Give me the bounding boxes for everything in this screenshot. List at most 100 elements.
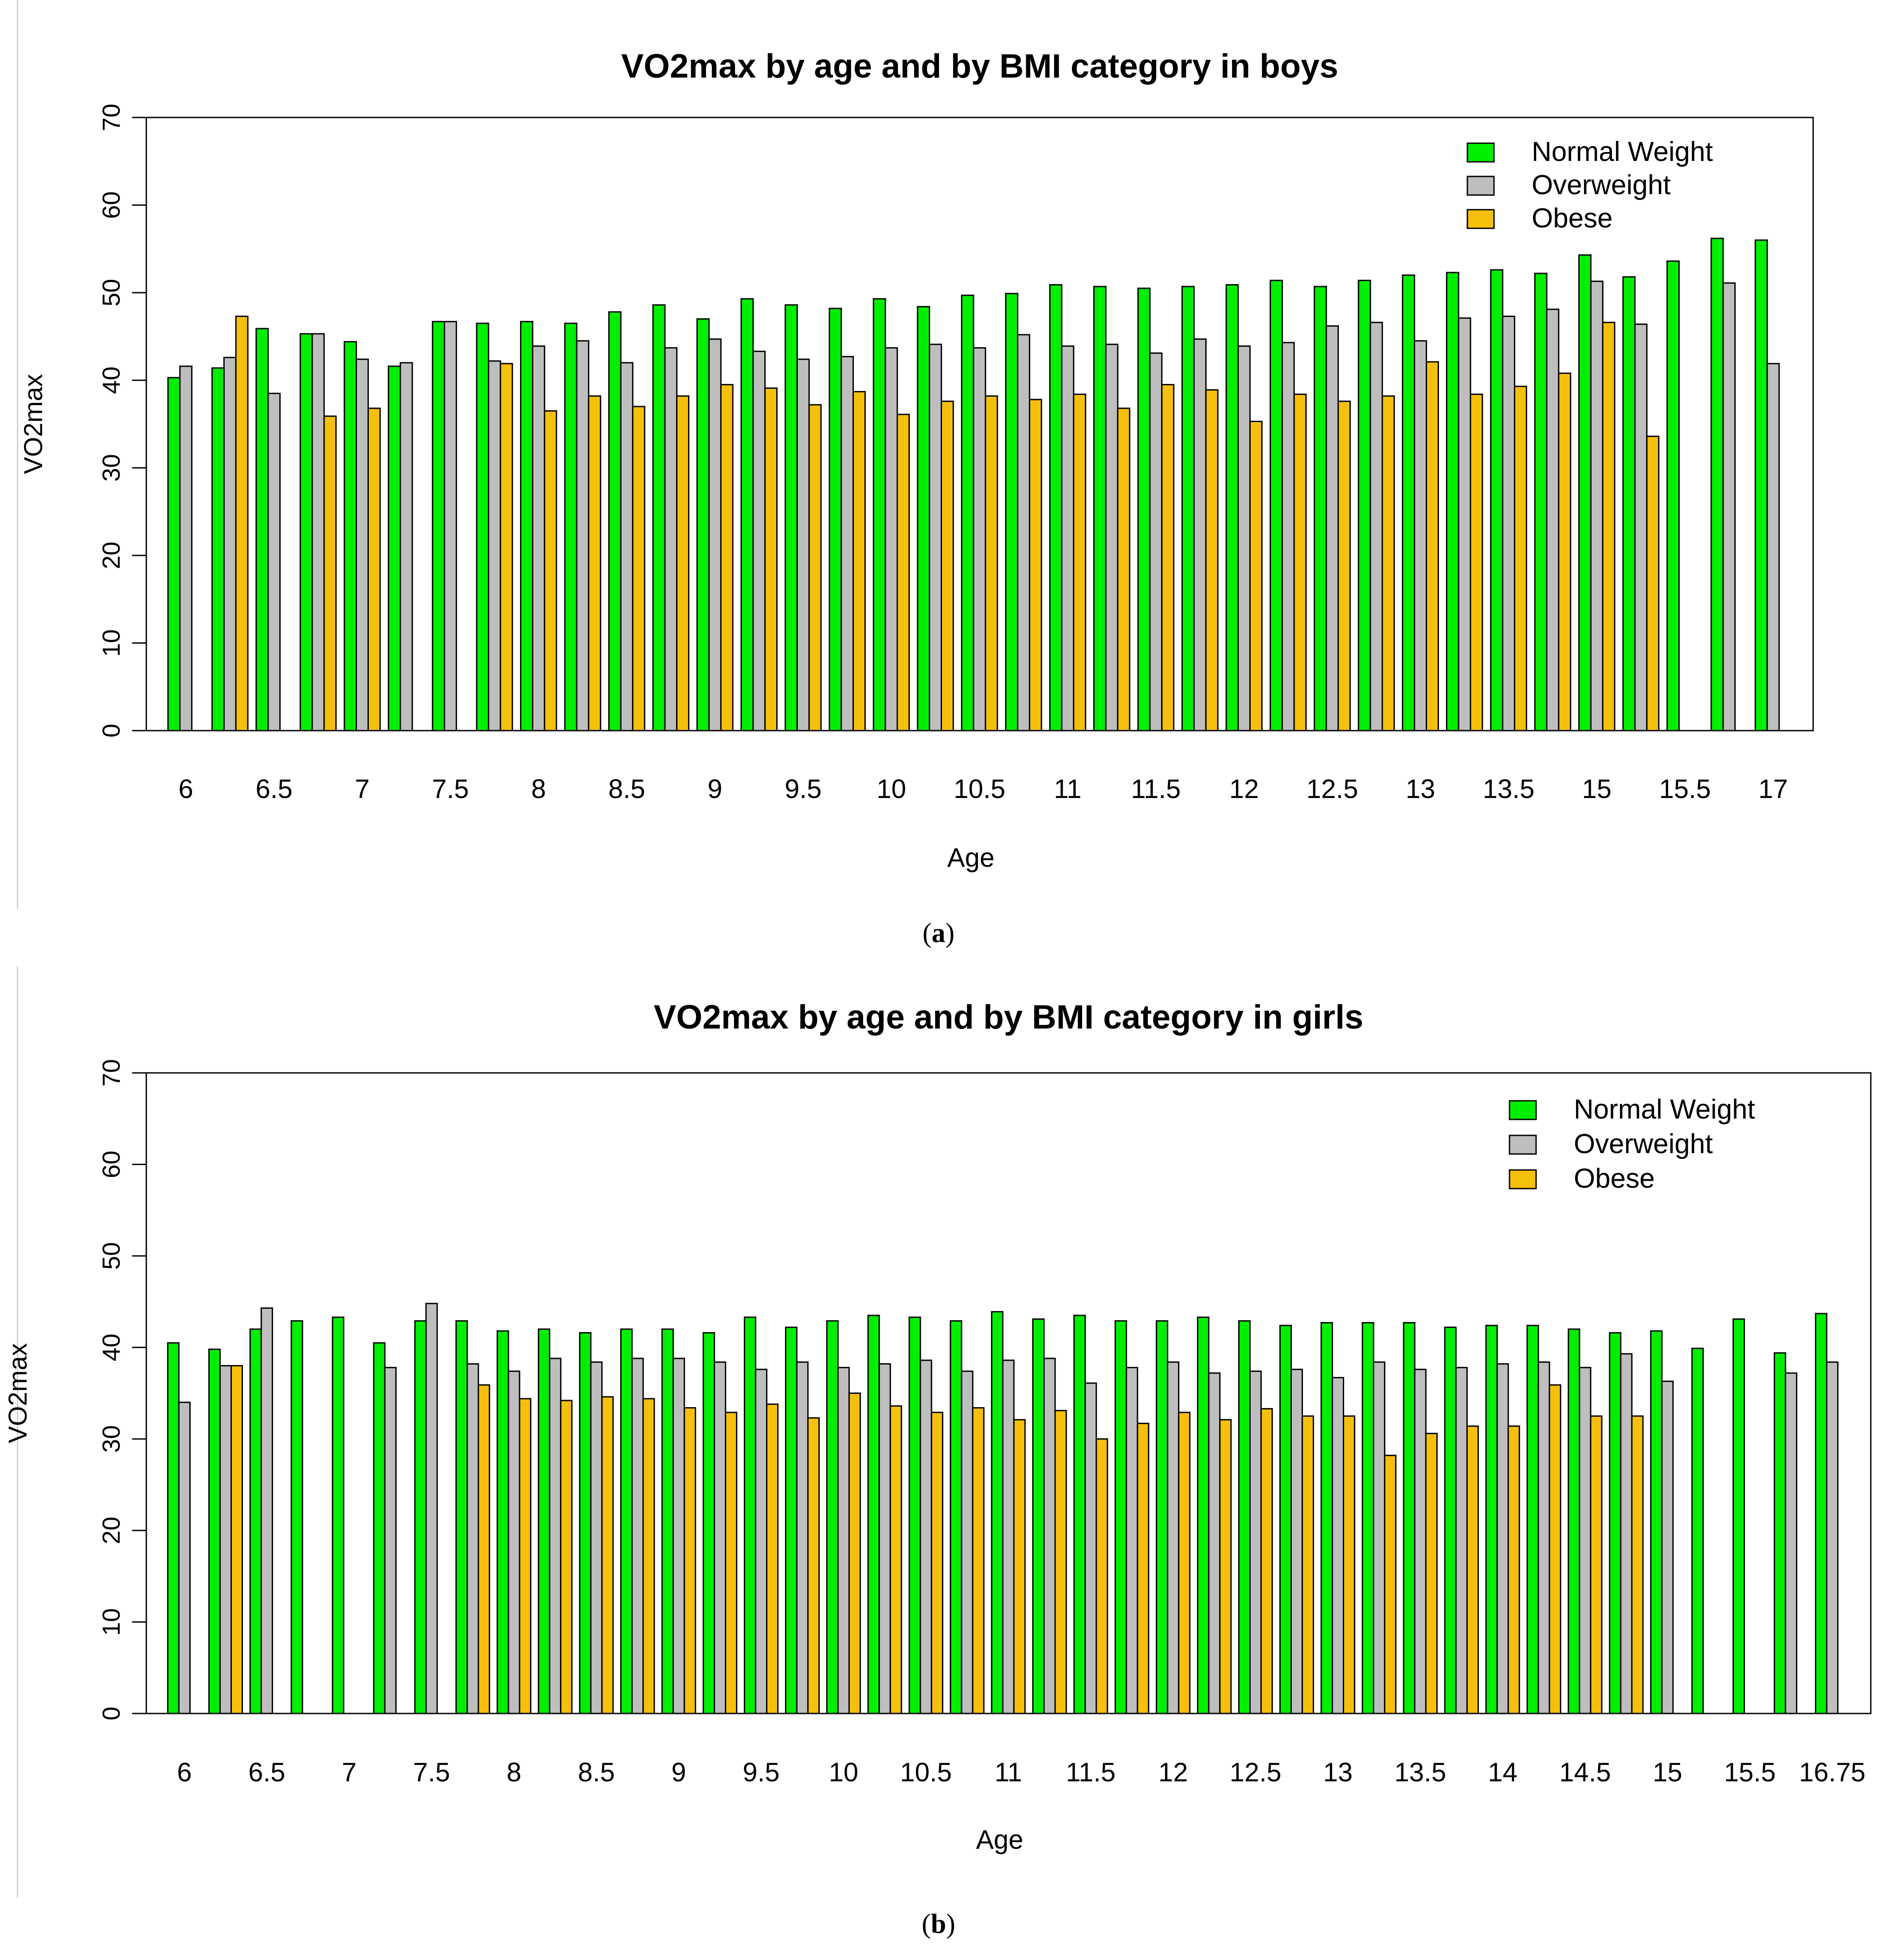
bar-overweight <box>1414 1369 1427 1714</box>
x-tick-label: 15 <box>1653 1757 1682 1787</box>
bar-normal-weight <box>991 1311 1004 1714</box>
x-tick-label: 10.5 <box>954 774 1005 804</box>
x-tick-label: 11 <box>1054 774 1081 804</box>
bar-obese <box>807 1417 820 1714</box>
bar-overweight <box>1546 309 1560 732</box>
y-tick-label: 30 <box>97 454 125 481</box>
bar-overweight <box>1167 1361 1180 1714</box>
bar-overweight <box>1149 352 1163 732</box>
x-tick-label: 7.5 <box>413 1757 450 1787</box>
bar-normal-weight <box>1732 1318 1745 1714</box>
bar-normal-weight <box>414 1320 427 1714</box>
bar-overweight <box>752 351 766 732</box>
bar-obese <box>676 395 690 732</box>
x-tick-label: 14 <box>1488 1757 1517 1787</box>
bar-overweight <box>1237 345 1251 732</box>
bar-normal-weight <box>1181 286 1195 732</box>
bar-overweight <box>1249 1370 1262 1714</box>
bar-overweight <box>1537 1361 1550 1714</box>
bar-obese <box>560 1400 573 1714</box>
bar-obese <box>1302 1415 1314 1714</box>
bar-normal-weight <box>1320 1322 1333 1714</box>
bar-normal-weight <box>1357 279 1371 732</box>
bar-obese <box>1513 386 1527 732</box>
bar-normal-weight <box>826 1320 839 1714</box>
bar-obese <box>632 406 645 732</box>
bar-normal-weight <box>696 318 710 732</box>
bar-overweight <box>837 1367 850 1714</box>
bar-normal-weight <box>743 1316 756 1714</box>
bar-normal-weight <box>1005 293 1019 732</box>
x-axis-label: Age <box>976 1825 1024 1854</box>
bar-normal-weight <box>332 1316 344 1714</box>
bar-normal-weight <box>1534 273 1548 732</box>
bar-normal-weight <box>652 304 666 732</box>
x-tick-label: 9.5 <box>785 774 821 804</box>
y-axis-label: VO2max <box>4 1343 32 1444</box>
bar-normal-weight <box>1691 1347 1704 1714</box>
x-tick-label: 15.5 <box>1724 1757 1776 1787</box>
bar-overweight <box>532 345 545 732</box>
bar-obese <box>852 391 866 732</box>
bar-overweight <box>267 392 281 732</box>
caption-a-text: a <box>931 918 946 948</box>
bar-obese <box>601 1396 614 1714</box>
bar-overweight <box>1208 1372 1221 1714</box>
legend-swatch <box>1466 176 1495 196</box>
bar-overweight <box>576 340 590 732</box>
legend-label: Obese <box>1574 1163 1655 1194</box>
x-tick-label: 14.5 <box>1559 1757 1611 1787</box>
bar-normal-weight <box>344 341 357 732</box>
bar-overweight <box>466 1363 479 1714</box>
bar-overweight <box>714 1361 727 1714</box>
x-tick-label: 6 <box>179 774 193 804</box>
bar-obese <box>1549 1384 1561 1714</box>
bar-normal-weight <box>829 308 842 732</box>
bar-obese <box>477 1384 490 1714</box>
x-tick-label: 8 <box>507 1757 521 1787</box>
bar-normal-weight <box>564 322 578 732</box>
bar-overweight <box>1017 334 1030 732</box>
bar-obese <box>725 1412 738 1714</box>
x-tick-label: 8.5 <box>578 1757 615 1787</box>
bar-normal-weight <box>1578 254 1592 732</box>
bar-overweight <box>973 347 986 732</box>
bar-obese <box>1293 393 1307 732</box>
bar-normal-weight <box>1197 1316 1210 1714</box>
panel-divider <box>17 966 18 1897</box>
bar-obese <box>1205 389 1219 732</box>
x-tick-label: 10 <box>829 1757 858 1787</box>
bar-overweight <box>1502 315 1515 732</box>
bar-obese <box>1073 393 1087 732</box>
bar-overweight <box>1634 323 1648 732</box>
bar-normal-weight <box>1568 1328 1580 1714</box>
legend-swatch <box>1509 1100 1537 1120</box>
x-tick-label: 7.5 <box>432 774 469 804</box>
bar-obese <box>519 1398 532 1714</box>
bar-overweight <box>1496 1363 1509 1714</box>
bar-overweight <box>884 347 898 732</box>
legend-label: Obese <box>1532 203 1613 234</box>
bar-obese <box>1095 1438 1108 1714</box>
bar-obese <box>1013 1419 1026 1714</box>
x-tick-label: 15.5 <box>1659 774 1711 804</box>
bar-normal-weight <box>455 1320 468 1714</box>
bar-normal-weight <box>520 321 533 732</box>
bar-normal-weight <box>908 1316 921 1714</box>
boys-chart: VO2max by age and by BMI category in boy… <box>19 47 1814 872</box>
bar-normal-weight <box>1490 269 1504 732</box>
bar-obese <box>808 404 822 732</box>
bar-obese <box>720 384 734 732</box>
y-tick-label: 70 <box>97 1059 125 1087</box>
bar-obese <box>235 315 249 732</box>
bar-normal-weight <box>1093 286 1107 732</box>
y-tick-label: 40 <box>97 1334 125 1361</box>
x-tick-label: 11 <box>994 1757 1022 1787</box>
bar-normal-weight <box>1710 238 1724 732</box>
bar-normal-weight <box>784 304 798 732</box>
legend-label: Overweight <box>1532 170 1671 200</box>
legend-label: Overweight <box>1574 1129 1713 1159</box>
x-tick-label: 16.75 <box>1799 1757 1865 1787</box>
y-tick-label: 20 <box>97 1517 125 1544</box>
bar-normal-weight <box>290 1320 303 1714</box>
